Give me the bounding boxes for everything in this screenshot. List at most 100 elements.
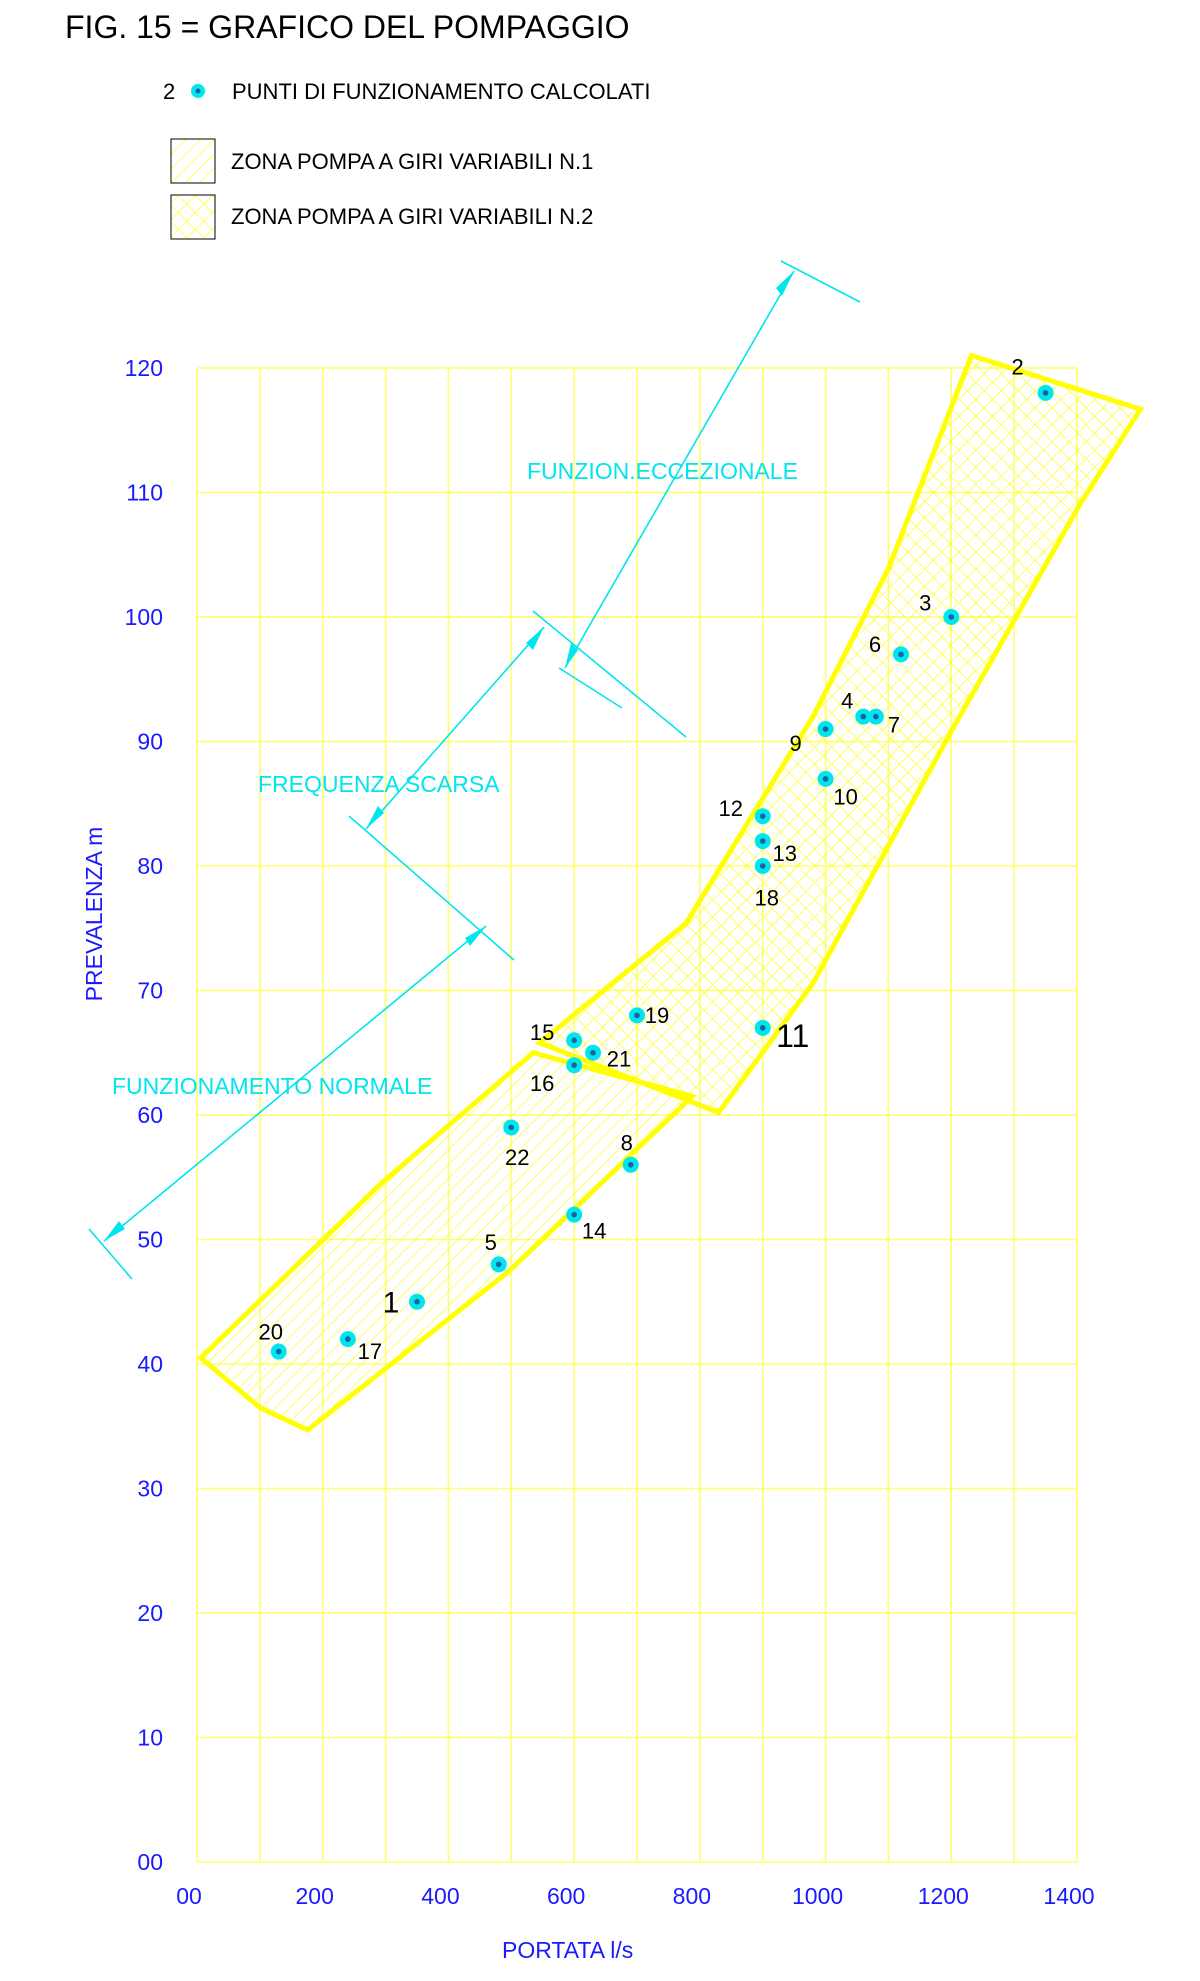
annotation: FREQUENZA SCARSA: [258, 771, 500, 797]
y-tick-label: 10: [137, 1725, 163, 1751]
point-label: 13: [772, 841, 796, 866]
legend-text: ZONA POMPA A GIRI VARIABILI N.2: [231, 204, 593, 229]
point-center: [590, 1049, 596, 1056]
annotation: FUNZIONAMENTO NORMALE: [112, 1073, 432, 1099]
annotation: FUNZION.ECCEZIONALE: [527, 458, 798, 484]
data-point: 15: [530, 1020, 583, 1049]
point-label: 22: [505, 1145, 529, 1170]
point-center: [759, 1025, 766, 1031]
zones: [197, 352, 1145, 1433]
point-center: [345, 1336, 351, 1342]
x-tick-label: 1200: [918, 1883, 969, 1909]
point-center: [822, 776, 829, 782]
x-tick-label: 00: [176, 1883, 202, 1909]
data-point: 8: [621, 1131, 639, 1173]
legend-swatch: [170, 138, 216, 184]
y-tick-label: 50: [137, 1227, 163, 1253]
y-tick-label: 120: [125, 355, 163, 381]
y-tick-label: 90: [137, 729, 163, 755]
annotation-lines: [88, 260, 861, 1280]
point-label: 15: [530, 1020, 554, 1045]
point-label: 2: [1011, 355, 1023, 380]
point-center: [948, 614, 955, 620]
point-label: 17: [358, 1339, 382, 1364]
x-tick-label: 800: [673, 1883, 711, 1909]
data-point: 3: [919, 591, 960, 625]
point-center: [860, 713, 867, 720]
data-point: 20: [258, 1319, 287, 1360]
point-center: [873, 713, 879, 720]
point-label: 7: [888, 712, 900, 737]
data-point: 19: [629, 1003, 669, 1028]
point-label: 16: [530, 1071, 554, 1096]
legend-marker: [191, 84, 205, 98]
point-center: [634, 1012, 640, 1019]
data-point: 11: [754, 1018, 809, 1054]
data-point: 10: [817, 770, 858, 810]
point-label: 11: [776, 1018, 809, 1054]
x-tick-label: 200: [296, 1883, 334, 1909]
data-point: 18: [754, 858, 779, 911]
point-center: [1042, 390, 1049, 396]
point-label: 21: [607, 1046, 631, 1071]
point-center: [571, 1037, 577, 1044]
data-point: 17: [339, 1331, 382, 1364]
point-center: [571, 1211, 577, 1218]
data-point: 4: [841, 688, 872, 725]
zone: [197, 1049, 698, 1433]
y-axis-title: PREVALENZA m: [81, 827, 107, 1002]
x-tick-label: 400: [421, 1883, 459, 1909]
legend-marker-label: 2: [163, 79, 175, 104]
data-point: 16: [530, 1057, 583, 1096]
data-point: 13: [754, 833, 797, 866]
y-tick-label: 00: [137, 1849, 163, 1875]
chart-title: FIG. 15 = GRAFICO DEL POMPAGGIO: [65, 9, 630, 45]
legend-marker-text: PUNTI DI FUNZIONAMENTO CALCOLATI: [232, 79, 650, 104]
data-point: 9: [789, 721, 834, 756]
point-center: [627, 1162, 634, 1168]
y-tick-label: 110: [126, 480, 163, 506]
y-tick-label: 80: [137, 853, 163, 879]
x-tick-label: 1400: [1043, 1883, 1094, 1909]
data-point: 12: [718, 796, 771, 825]
point-label: 4: [841, 688, 853, 713]
point-center: [759, 813, 766, 819]
zone: [534, 352, 1145, 1116]
point-center: [275, 1348, 282, 1355]
y-tick-label: 60: [137, 1102, 163, 1128]
x-axis-title: PORTATA l/s: [502, 1937, 633, 1963]
point-center: [822, 726, 829, 732]
point-center: [898, 651, 904, 658]
point-label: 6: [869, 632, 881, 657]
legend-text: ZONA POMPA A GIRI VARIABILI N.1: [231, 149, 593, 174]
data-point: 1: [383, 1286, 425, 1319]
point-center: [571, 1062, 577, 1068]
y-tick-label: 70: [137, 978, 163, 1004]
y-tick-label: 100: [125, 604, 163, 630]
point-center: [495, 1261, 502, 1268]
point-label: 9: [789, 731, 801, 756]
legend-swatch: [170, 194, 216, 240]
data-point: 22: [503, 1119, 530, 1170]
data-point: 6: [869, 632, 909, 663]
point-label: 8: [621, 1131, 633, 1156]
data-point: 2: [1011, 355, 1054, 401]
x-tick-label: 1000: [792, 1883, 843, 1909]
y-tick-label: 30: [137, 1476, 163, 1502]
point-label: 20: [258, 1319, 282, 1344]
point-center: [759, 863, 766, 869]
y-tick-label: 40: [137, 1351, 163, 1377]
point-center: [414, 1298, 420, 1305]
y-tick-label: 20: [137, 1600, 163, 1626]
data-point: 7: [867, 708, 900, 737]
point-label: 10: [833, 785, 857, 810]
point-center: [508, 1124, 515, 1131]
point-label: 12: [718, 796, 742, 821]
data-point: 14: [566, 1206, 606, 1243]
point-label: 5: [485, 1230, 497, 1255]
x-tick-label: 600: [547, 1883, 585, 1909]
data-point: 5: [485, 1230, 507, 1273]
point-label: 14: [582, 1218, 606, 1243]
